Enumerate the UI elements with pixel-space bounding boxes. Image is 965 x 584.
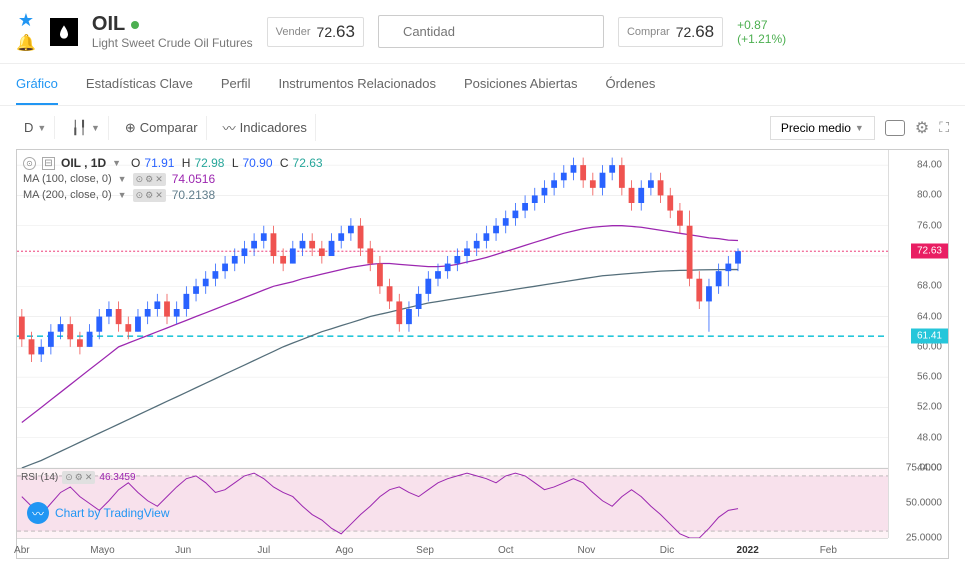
price-mode-selector[interactable]: Precio medio▼: [770, 116, 875, 140]
ma200-value: 70.2138: [172, 188, 215, 202]
tab-perfil[interactable]: Perfil: [221, 64, 251, 105]
ma100-label: MA (100, close, 0): [23, 173, 112, 185]
favorite-star-icon[interactable]: ★: [18, 10, 34, 31]
quantity-input[interactable]: [378, 15, 604, 48]
ma200-controls[interactable]: ⊙⚙✕: [133, 189, 166, 202]
chart-container: ⊙ ⊟ OIL , 1D ▼ O71.91 H72.98 L70.90 C72.…: [16, 149, 949, 559]
indicators-icon: 〰: [223, 118, 236, 137]
settings-gear-icon[interactable]: ⚙: [915, 118, 929, 138]
price-y-axis[interactable]: 44.0048.0052.0056.0060.0064.0068.0072.00…: [888, 150, 948, 468]
market-status-dot: [131, 21, 139, 29]
collapse-icon[interactable]: ⊟: [42, 157, 55, 170]
x-tick-label: Jul: [257, 545, 270, 556]
chart-toolbar: D▼ ╽╿ ▼ ⊕ Comparar 〰 Indicadores Precio m…: [0, 106, 965, 149]
tradingview-logo-icon: 〰: [27, 502, 49, 524]
y-tick-label: 56.00: [917, 372, 942, 383]
symbol-title: OIL: [92, 13, 125, 36]
rsi-controls[interactable]: ⊙⚙✕: [62, 471, 95, 484]
interval-selector[interactable]: D▼: [16, 116, 55, 139]
legend-title: OIL , 1D: [61, 156, 106, 170]
chevron-down-icon: ▼: [855, 123, 864, 133]
alert-bell-icon[interactable]: 🔔: [16, 33, 36, 53]
ma100-controls[interactable]: ⊙⚙✕: [133, 173, 166, 186]
compare-button[interactable]: ⊕ Comparar: [117, 116, 207, 140]
tab-posiciones-abiertas[interactable]: Posiciones Abiertas: [464, 64, 577, 105]
x-tick-label: Jun: [175, 545, 191, 556]
x-tick-label: 2022: [737, 545, 759, 556]
sell-price: 72.63: [317, 22, 355, 42]
tab-bar: Gráfico Estadísticas Clave Perfil Instrumen…: [0, 64, 965, 106]
x-tick-label: Dic: [660, 545, 674, 556]
x-tick-label: Feb: [820, 545, 837, 556]
tab-instrumentos-relacionados[interactable]: Instrumentos Relacionados: [278, 64, 436, 105]
buy-label: Comprar: [627, 26, 670, 38]
ma200-label: MA (200, close, 0): [23, 189, 112, 201]
y-tick-label: 84.00: [917, 160, 942, 171]
chevron-down-icon[interactable]: ▼: [118, 190, 127, 200]
tradingview-attribution[interactable]: 〰 Chart by TradingView: [27, 502, 170, 524]
y-tick-label: 80.00: [917, 190, 942, 201]
rsi-y-axis[interactable]: 25.000050.000075.0000: [888, 468, 948, 538]
tab-órdenes[interactable]: Órdenes: [605, 64, 655, 105]
ma100-value: 74.0516: [172, 172, 215, 186]
chevron-down-icon[interactable]: ▼: [112, 158, 121, 168]
price-tag: 61.41: [911, 329, 948, 344]
buy-price: 72.68: [676, 22, 714, 42]
chart-legend: ⊙ ⊟ OIL , 1D ▼ O71.91 H72.98 L70.90 C72.…: [23, 156, 323, 204]
y-tick-label: 52.00: [917, 402, 942, 413]
x-tick-label: Sep: [416, 545, 434, 556]
rsi-value: 46.3459: [99, 472, 135, 483]
chevron-down-icon: ▼: [37, 123, 46, 133]
time-x-axis[interactable]: Abr Mayo Jun Jul Ago Sep Oct Nov Dic 2022 Feb: [17, 538, 888, 558]
rsi-tick-label: 75.0000: [906, 463, 942, 474]
x-tick-label: Abr: [14, 545, 30, 556]
x-tick-label: Ago: [336, 545, 354, 556]
candlestick-icon: ╽╿: [71, 120, 87, 136]
sell-label: Vender: [276, 26, 311, 38]
sell-button[interactable]: Vender 72.63: [267, 17, 364, 47]
buy-button[interactable]: Comprar 72.68: [618, 17, 723, 47]
rsi-tick-label: 25.0000: [906, 533, 942, 544]
x-tick-label: Mayo: [90, 545, 114, 556]
symbol-subtitle: Light Sweet Crude Oil Futures: [92, 36, 253, 50]
chart-type-selector[interactable]: ╽╿ ▼: [63, 116, 109, 140]
instrument-header: ★ 🔔 OIL Light Sweet Crude Oil Futures Ve…: [0, 0, 965, 64]
price-tag: 72.63: [911, 244, 948, 259]
snapshot-button[interactable]: [885, 120, 905, 136]
ohlc-readout: O71.91 H72.98 L70.90 C72.63: [127, 156, 323, 170]
y-tick-label: 68.00: [917, 281, 942, 292]
y-tick-label: 48.00: [917, 432, 942, 443]
rsi-tick-label: 50.0000: [906, 498, 942, 509]
fullscreen-icon[interactable]: ⛶: [939, 119, 949, 136]
visibility-toggle-icon[interactable]: ⊙: [23, 157, 36, 170]
price-change: +0.87 (+1.21%): [737, 18, 786, 46]
chevron-down-icon: ▼: [91, 123, 100, 133]
y-tick-label: 64.00: [917, 311, 942, 322]
instrument-icon: [50, 18, 78, 46]
rsi-label: RSI (14): [21, 472, 58, 483]
x-tick-label: Nov: [577, 545, 595, 556]
compare-icon: ⊕: [125, 120, 136, 136]
indicators-button[interactable]: 〰 Indicadores: [215, 114, 316, 141]
change-pct: (+1.21%): [737, 32, 786, 46]
y-tick-label: 76.00: [917, 220, 942, 231]
chevron-down-icon[interactable]: ▼: [118, 174, 127, 184]
x-tick-label: Oct: [498, 545, 514, 556]
tab-estadísticas-clave[interactable]: Estadísticas Clave: [86, 64, 193, 105]
change-abs: +0.87: [737, 18, 786, 32]
tab-gráfico[interactable]: Gráfico: [16, 64, 58, 105]
